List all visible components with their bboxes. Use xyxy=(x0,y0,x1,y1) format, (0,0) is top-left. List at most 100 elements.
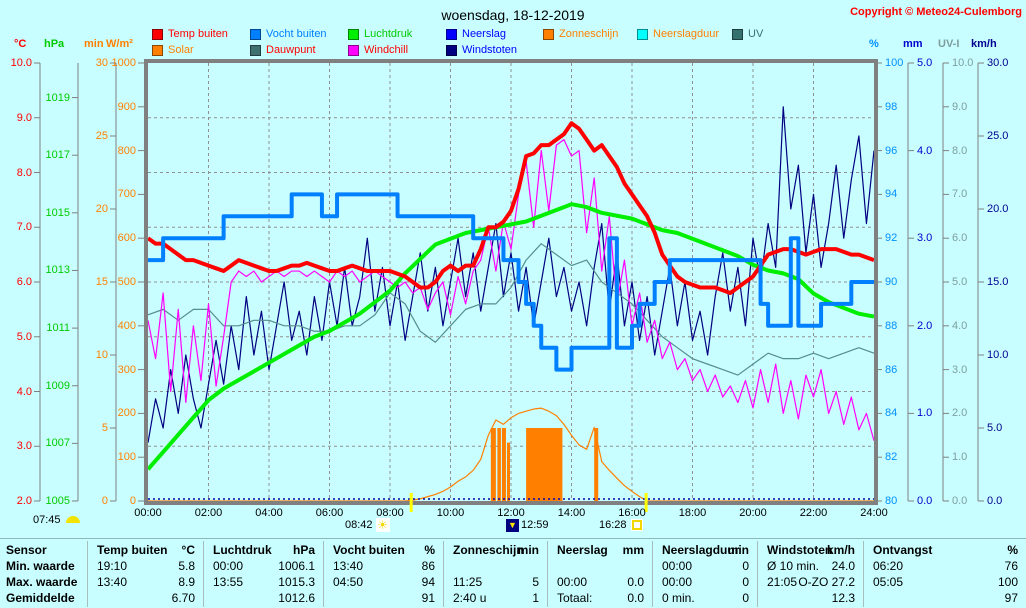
tick-uvi-0.0: 0.0 xyxy=(952,495,968,507)
row-header-2: Max. waarde xyxy=(6,575,78,589)
cell-2-1-time: 04:50 xyxy=(333,575,364,589)
tick-hum-84: 84 xyxy=(885,407,898,420)
legend-swatch xyxy=(250,45,261,56)
tick-temp-10.0: 10.0 xyxy=(10,57,32,69)
legend-label: Neerslag xyxy=(462,28,507,40)
cell-6-0-time: Ø 10 min. xyxy=(767,559,820,573)
col-unit-1: hPa xyxy=(292,543,315,557)
tick-sunmin-5: 5 xyxy=(101,422,108,434)
tick-uvi-1.0: 1.0 xyxy=(952,451,968,464)
dawn-sun-icon xyxy=(65,516,80,523)
cell-3-1-time: 11:25 xyxy=(453,575,483,589)
legend-label: Dauwpunt xyxy=(266,44,316,56)
legend-swatch xyxy=(348,29,359,40)
tick-uvi-4.0: 4.0 xyxy=(952,319,968,332)
cell-3-2-time: 2:40 u xyxy=(453,591,487,605)
cell-0-2-value: 6.70 xyxy=(171,591,195,605)
tick-kmh-0.0: 0.0 xyxy=(987,495,1003,507)
axis-unit-%: % xyxy=(869,38,879,50)
table-separator xyxy=(443,541,444,607)
cell-5-2-time: 0 min. xyxy=(662,591,695,605)
tick-uvi-2.0: 2.0 xyxy=(952,407,968,420)
cell-2-1-value: 94 xyxy=(421,575,435,589)
tick-kmh-10.0: 10.0 xyxy=(987,349,1009,361)
table-separator xyxy=(863,541,864,607)
tick-sunmin-30: 30 xyxy=(95,57,108,69)
col-header-2: Vocht buiten xyxy=(333,543,405,557)
col-unit-3: min xyxy=(517,543,539,557)
cell-5-2-value: 0 xyxy=(742,591,749,605)
tick-temp-8.0: 8.0 xyxy=(16,166,32,179)
legend-label: Luchtdruk xyxy=(364,28,413,40)
cell-1-0-value: 1006.1 xyxy=(278,559,315,573)
sunset-marker: 16:28 xyxy=(599,518,643,532)
solar-noon-time: 12:59 xyxy=(521,519,549,531)
x-label-1400: 14:00 xyxy=(557,507,586,519)
tick-hum-94: 94 xyxy=(885,188,898,201)
x-label-0400: 04:00 xyxy=(255,507,283,519)
cell-4-1-value: 0.0 xyxy=(627,575,644,589)
tick-wm2-600: 600 xyxy=(117,232,136,245)
sunset-time: 16:28 xyxy=(599,519,627,531)
tick-uvi-10.0: 10.0 xyxy=(952,57,974,69)
tick-pressure-1005: 1005 xyxy=(45,495,70,507)
cell-6-0-value: 24.0 xyxy=(831,559,855,573)
tick-wm2-0: 0 xyxy=(129,495,136,507)
legend-swatch xyxy=(446,45,457,56)
tick-hum-86: 86 xyxy=(885,363,898,376)
tick-hum-92: 92 xyxy=(885,232,898,245)
row-header-1: Min. waarde xyxy=(6,559,75,573)
cell-7-0-time: 06:20 xyxy=(873,559,904,573)
tick-hum-90: 90 xyxy=(885,276,898,288)
cell-0-1-time: 13:40 xyxy=(97,575,128,589)
x-label-0000: 00:00 xyxy=(134,507,162,519)
col-unit-2: % xyxy=(424,543,435,557)
x-label-0200: 02:00 xyxy=(194,507,223,519)
sunset-icon xyxy=(630,519,643,532)
axis-unit-uvi: UV-I xyxy=(938,38,960,50)
x-label-2200: 22:00 xyxy=(799,507,828,519)
tick-mm-2.0: 2.0 xyxy=(917,319,933,332)
table-separator xyxy=(652,541,653,607)
x-label-0800: 08:00 xyxy=(376,507,404,519)
cell-4-1-time: 00:00 xyxy=(557,575,588,589)
x-label-1800: 18:00 xyxy=(678,507,707,519)
tick-sunmin-15: 15 xyxy=(95,276,108,288)
col-unit-6: km/h xyxy=(826,543,855,557)
legend-swatch xyxy=(250,29,261,40)
table-separator xyxy=(757,541,758,607)
axis-unit-min: min xyxy=(84,38,104,50)
legend-label: Temp buiten xyxy=(168,28,228,40)
tick-wm2-1000: 1000 xyxy=(111,57,136,69)
tick-mm-3.0: 3.0 xyxy=(917,232,933,245)
col-header-7: Ontvangst xyxy=(873,543,933,557)
col-header-3: Zonneschijn xyxy=(453,543,524,557)
table-separator xyxy=(547,541,548,607)
tick-uvi-6.0: 6.0 xyxy=(952,232,968,245)
tick-pressure-1007: 1007 xyxy=(45,437,70,450)
legend-swatch xyxy=(446,29,457,40)
statistics-table: Sensor Min. waarde Max. waarde Gemiddelde Te… xyxy=(0,538,1026,608)
tick-kmh-15.0: 15.0 xyxy=(987,276,1009,288)
col-unit-5: min xyxy=(727,543,749,557)
cell-7-0-value: 76 xyxy=(1004,559,1018,573)
cell-6-2-value: 12.3 xyxy=(831,591,855,605)
col-header-4: Neerslag xyxy=(557,543,608,557)
sunrise-time: 08:42 xyxy=(345,519,373,531)
cell-1-2-value: 1012.6 xyxy=(278,591,315,605)
x-label-2400: 24:00 xyxy=(860,507,888,519)
row-header-3: Gemiddelde xyxy=(6,591,75,605)
tick-mm-5.0: 5.0 xyxy=(917,57,933,69)
legend-swatch xyxy=(152,45,163,56)
cell-7-1-time: 05:05 xyxy=(873,575,904,589)
tick-pressure-1011: 1011 xyxy=(46,322,70,335)
legend-label: UV xyxy=(748,28,764,40)
col-header-0: Temp buiten xyxy=(97,543,168,557)
tick-temp-9.0: 9.0 xyxy=(16,111,32,124)
tick-pressure-1009: 1009 xyxy=(45,379,70,392)
tick-uvi-3.0: 3.0 xyxy=(952,363,968,376)
tick-temp-2.0: 2.0 xyxy=(16,495,32,507)
cell-0-1-value: 8.9 xyxy=(178,575,195,589)
